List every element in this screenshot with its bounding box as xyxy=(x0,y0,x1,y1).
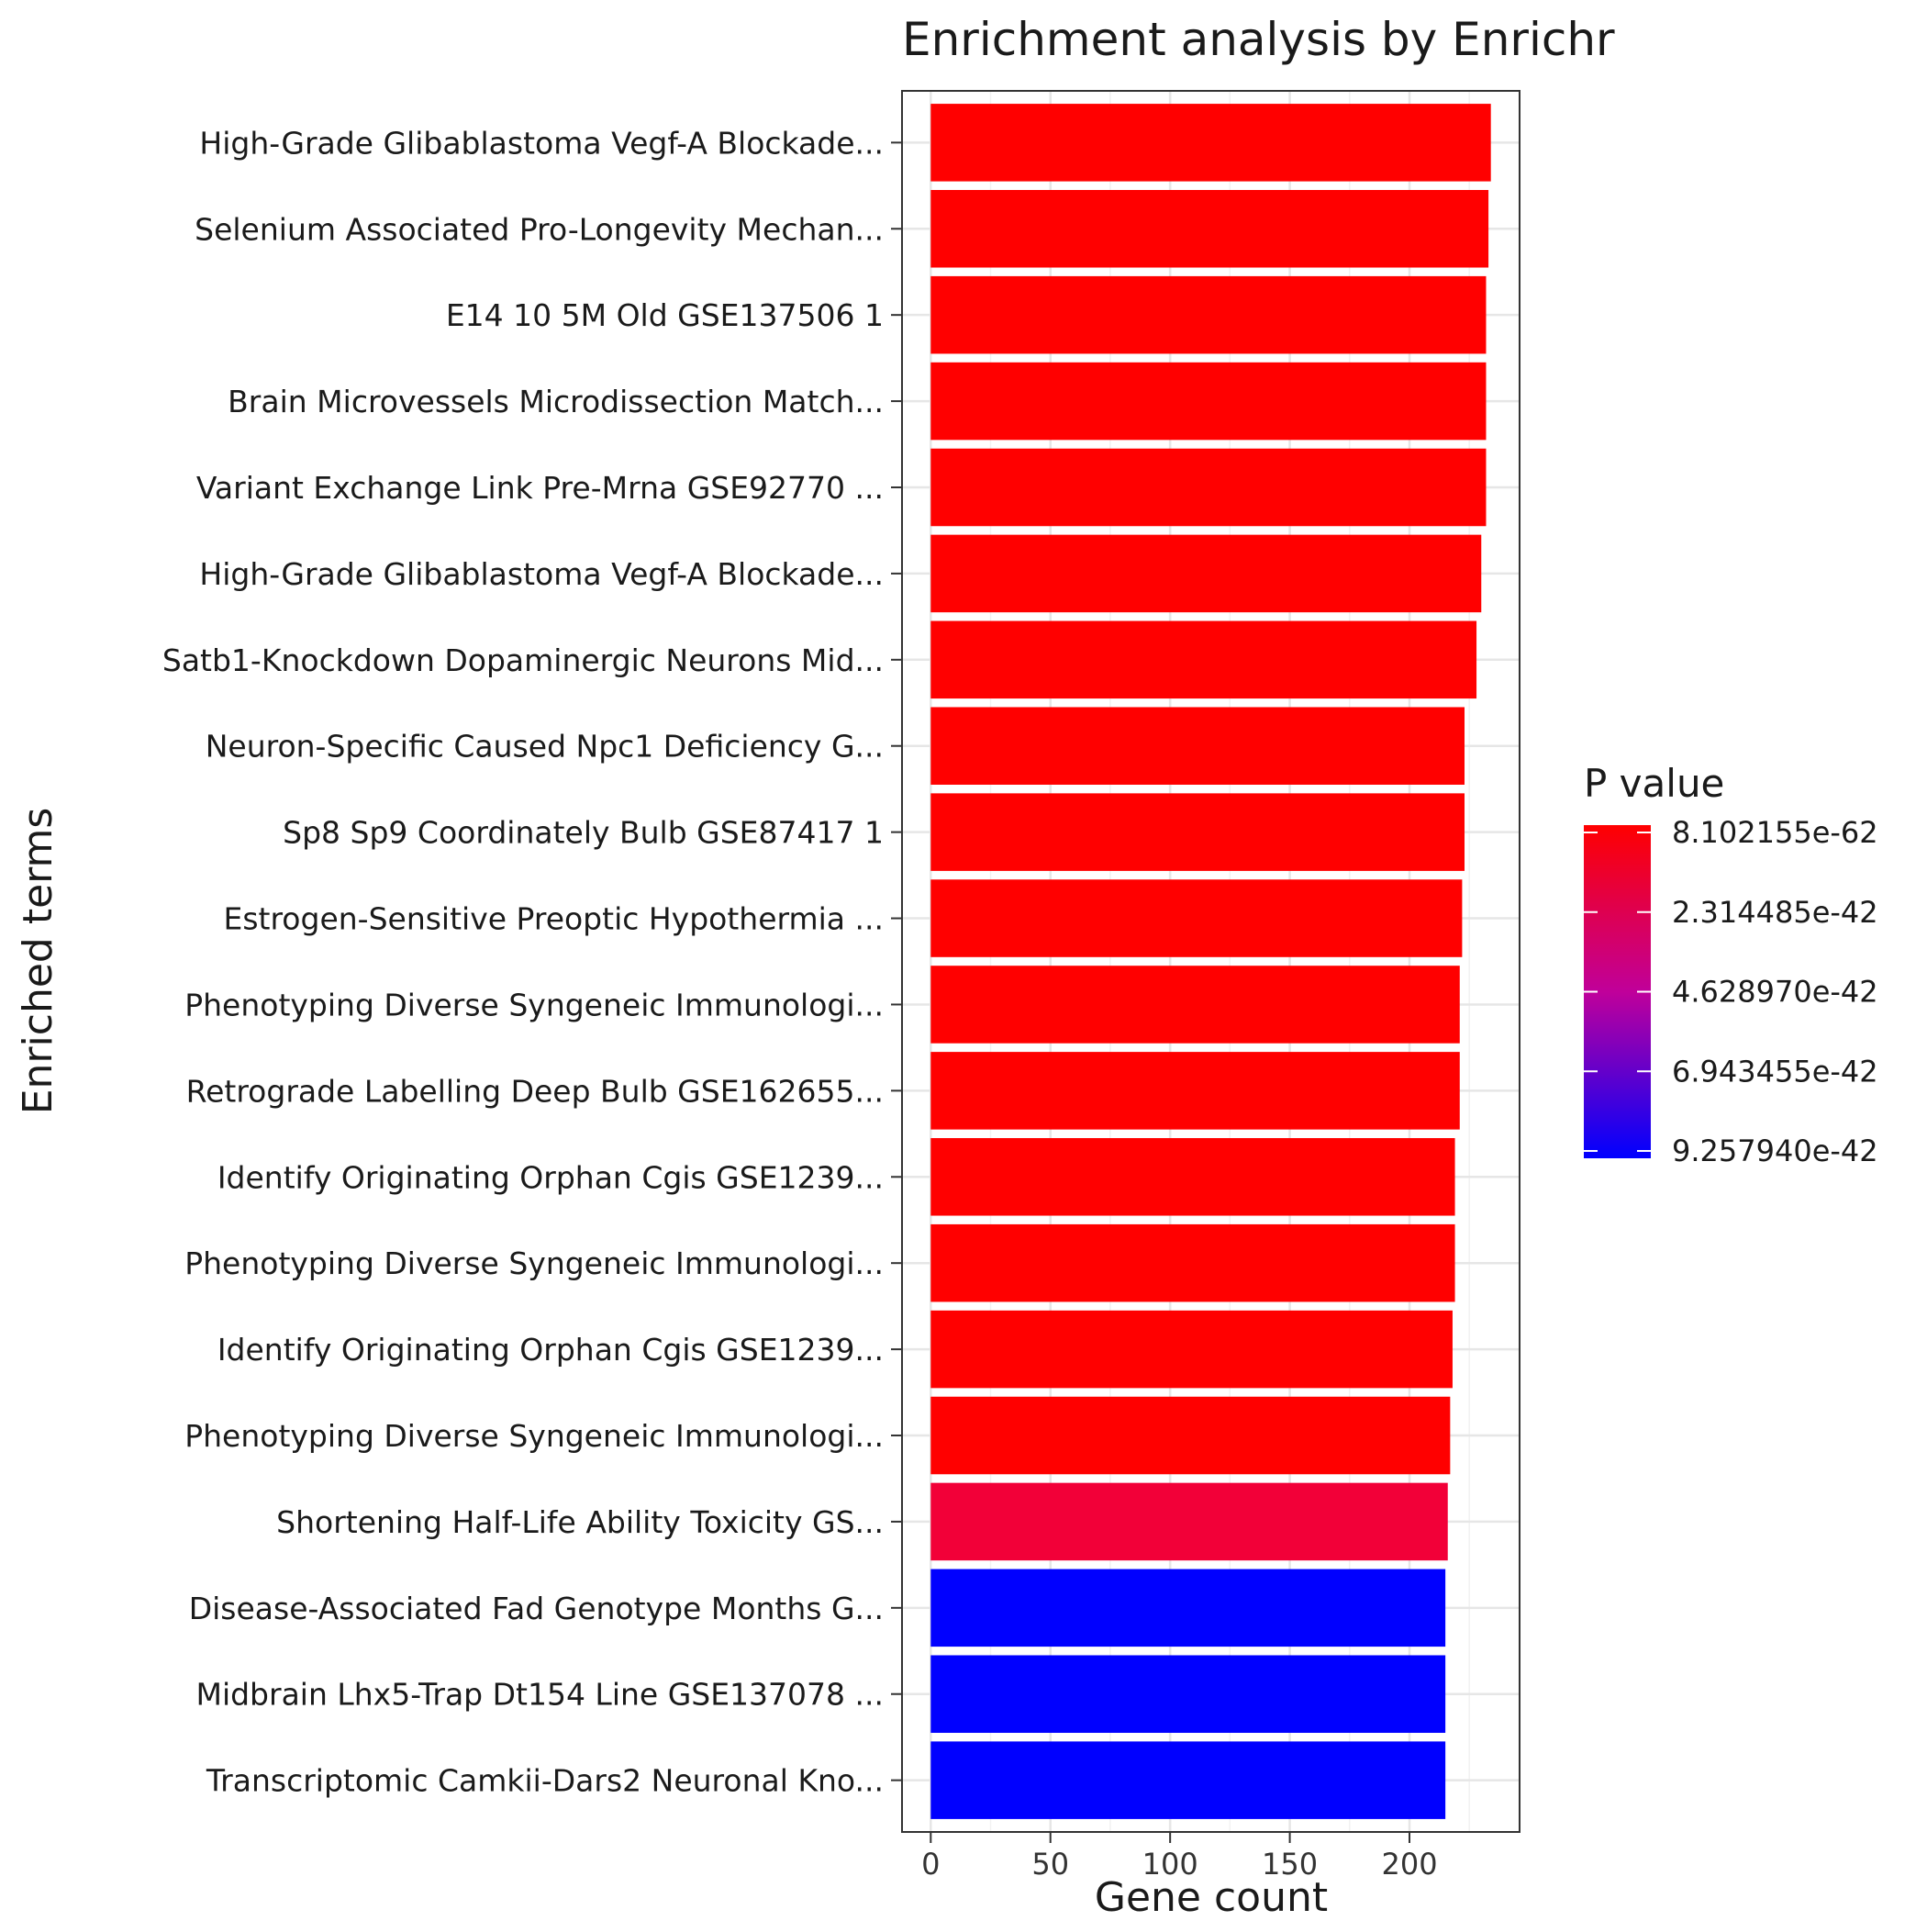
category-label: Retrograde Labelling Deep Bulb GSE162655… xyxy=(186,1073,884,1109)
bar xyxy=(930,1310,1453,1389)
x-tick-label: 150 xyxy=(1262,1847,1318,1882)
category-label: Variant Exchange Link Pre-Mrna GSE92770 … xyxy=(196,470,884,506)
bar xyxy=(930,1223,1455,1302)
x-tick-label: 0 xyxy=(921,1847,940,1882)
category-label: Phenotyping Diverse Syngeneic Immunologi… xyxy=(184,987,884,1022)
x-axis-ticks: 0 50 100 150 200 xyxy=(921,1832,1438,1882)
bar xyxy=(930,534,1482,613)
legend-tick-label: 4.628970e-42 xyxy=(1672,975,1878,1010)
category-label: Neuron-Specific Caused Npc1 Deficiency G… xyxy=(206,729,884,765)
category-label: Estrogen-Sensitive Preoptic Hypothermia … xyxy=(223,901,884,937)
bar xyxy=(930,966,1460,1044)
bar xyxy=(930,448,1487,527)
bar xyxy=(930,793,1465,871)
category-label: Identify Originating Orphan Cgis GSE1239… xyxy=(217,1332,884,1368)
legend-ticks: 8.102155e-62 2.314485e-42 4.628970e-42 6.94… xyxy=(1584,815,1878,1168)
category-label: Disease-Associated Fad Genotype Months G… xyxy=(189,1591,884,1626)
bar xyxy=(930,362,1487,441)
legend-tick-label: 8.102155e-62 xyxy=(1672,815,1878,850)
category-label: Phenotyping Diverse Syngeneic Immunologi… xyxy=(184,1418,884,1454)
bar xyxy=(930,707,1465,785)
bar xyxy=(930,189,1489,268)
x-tick-label: 50 xyxy=(1031,1847,1069,1882)
legend-tick-label: 2.314485e-42 xyxy=(1672,895,1878,930)
bar xyxy=(930,1052,1460,1130)
category-label: Sp8 Sp9 Coordinately Bulb GSE87417 1 xyxy=(283,815,884,851)
category-label: Brain Microvessels Microdissection Match… xyxy=(228,384,884,419)
bar xyxy=(930,1655,1446,1734)
y-axis-title: Enriched terms xyxy=(15,808,61,1115)
legend-title: P value xyxy=(1584,761,1724,806)
bar xyxy=(930,1569,1446,1647)
category-label: High-Grade Glibablastoma Vegf-A Blockade… xyxy=(199,125,884,161)
x-tick-label: 100 xyxy=(1142,1847,1198,1882)
legend-tick-label: 9.257940e-42 xyxy=(1672,1134,1878,1168)
category-label: Midbrain Lhx5-Trap Dt154 Line GSE137078 … xyxy=(195,1677,884,1713)
x-tick-label: 200 xyxy=(1381,1847,1437,1882)
legend-tick-label: 6.943455e-42 xyxy=(1672,1054,1878,1089)
category-label: E14 10 5M Old GSE137506 1 xyxy=(446,297,884,333)
category-labels: High-Grade Glibablastoma Vegf-A Blockade… xyxy=(162,125,902,1799)
legend: P value 8.102155e-62 2.314485e-42 4.628970… xyxy=(1584,761,1878,1168)
category-label: Transcriptomic Camkii-Dars2 Neuronal Kno… xyxy=(206,1763,884,1799)
category-label: Satb1-Knockdown Dopaminergic Neurons Mid… xyxy=(162,642,884,678)
bars xyxy=(930,104,1491,1819)
bar xyxy=(930,879,1463,957)
bar xyxy=(930,104,1491,182)
category-label: Shortening Half-Life Ability Toxicity GS… xyxy=(276,1504,884,1540)
bar xyxy=(930,1396,1451,1475)
bar xyxy=(930,1482,1448,1561)
category-label: Selenium Associated Pro-Longevity Mechan… xyxy=(195,211,884,247)
bar xyxy=(930,620,1477,699)
category-label: High-Grade Glibablastoma Vegf-A Blockade… xyxy=(199,556,884,592)
chart-title: Enrichment analysis by Enrichr xyxy=(902,13,1615,66)
plot-panel-border xyxy=(901,90,1520,1833)
category-label: Phenotyping Diverse Syngeneic Immunologi… xyxy=(184,1245,884,1281)
bar xyxy=(930,1741,1446,1819)
bar xyxy=(930,275,1487,354)
category-label: Identify Originating Orphan Cgis GSE1239… xyxy=(217,1159,884,1195)
x-axis-title: Gene count xyxy=(1095,1874,1328,1921)
bar xyxy=(930,1138,1455,1216)
